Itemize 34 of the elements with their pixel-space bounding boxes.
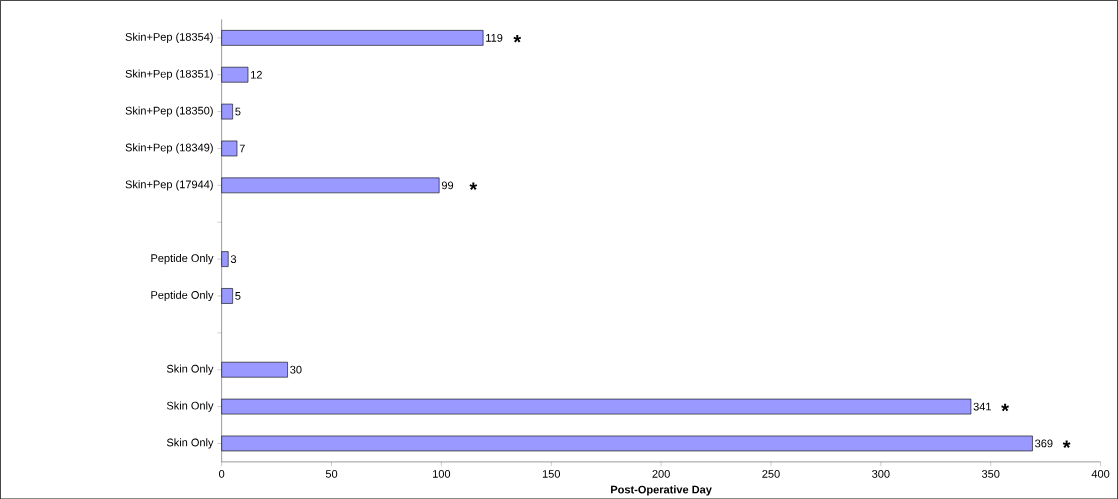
data-label: 341 (973, 402, 991, 411)
data-label: 30 (290, 365, 302, 374)
y-tick-label: Skin Only (166, 438, 214, 449)
annotation: * (1001, 403, 1009, 411)
annotation: * (1062, 440, 1071, 448)
data-label: 119 (486, 33, 503, 42)
y-tick-label: Skin+Pep (18351) (125, 69, 213, 80)
y-tick-label: Skin Only (166, 364, 214, 375)
annotation: * (513, 34, 522, 43)
x-tick-label: 200 (652, 469, 670, 478)
data-label: 3 (230, 255, 237, 263)
x-tick-label: 150 (542, 469, 560, 478)
data-label: 5 (235, 107, 241, 116)
y-tick-label: Skin+Pep (18350) (125, 106, 213, 117)
x-tick-label: 400 (1091, 469, 1110, 478)
annotation: * (469, 182, 478, 190)
y-tick-label: Peptide Only (151, 290, 214, 301)
x-tick-label: 350 (981, 469, 1000, 478)
y-tick-label: Peptide Only (151, 253, 214, 265)
data-label: 99 (441, 181, 454, 190)
data-label: 12 (251, 70, 262, 79)
x-axis-title: Post-Operative Day (611, 485, 712, 496)
data-label: 7 (239, 144, 245, 153)
data-label: 5 (235, 291, 241, 300)
x-tick-label: 250 (762, 469, 780, 478)
x-tick-label: 50 (325, 469, 338, 478)
y-tick-label: Skin+Pep (17944) (125, 180, 213, 191)
y-tick-label: Skin+Pep (18354) (125, 32, 213, 43)
x-tick-label: 0 (219, 469, 225, 478)
y-tick-label: Skin Only (166, 401, 214, 412)
y-tick-label: Skin+Pep (18349) (125, 143, 213, 154)
x-tick-label: 300 (872, 469, 890, 478)
data-label: 369 (1035, 439, 1053, 448)
x-tick-label: 100 (433, 469, 451, 478)
